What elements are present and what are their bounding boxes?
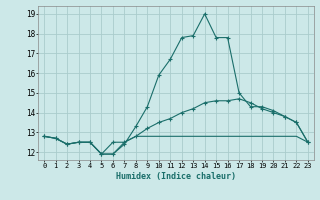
X-axis label: Humidex (Indice chaleur): Humidex (Indice chaleur) <box>116 172 236 181</box>
